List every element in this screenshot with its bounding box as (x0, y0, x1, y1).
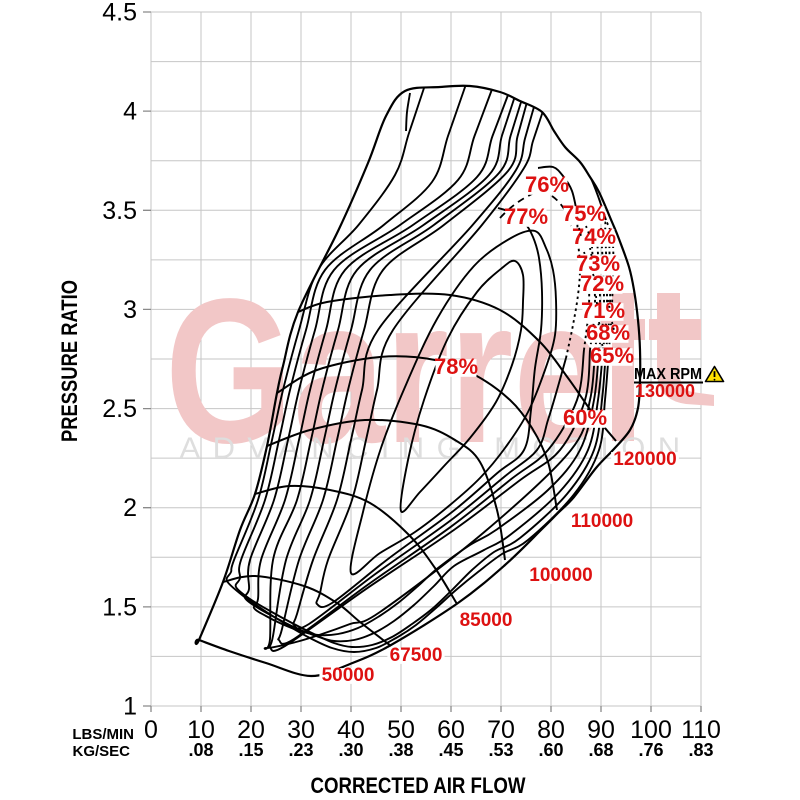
svg-text:67500: 67500 (390, 645, 443, 666)
svg-text:78%: 78% (434, 354, 478, 379)
svg-text:130000: 130000 (635, 381, 695, 401)
svg-text:4: 4 (123, 98, 137, 126)
svg-text:.68: .68 (588, 740, 613, 760)
svg-text:.30: .30 (338, 740, 363, 760)
svg-text:100000: 100000 (529, 565, 592, 586)
svg-text:1.5: 1.5 (102, 593, 137, 621)
svg-text:73%: 73% (576, 251, 620, 276)
svg-text:.45: .45 (438, 740, 463, 760)
svg-text:CORRECTED AIR FLOW: CORRECTED AIR FLOW (311, 773, 526, 798)
svg-text:KG/SEC: KG/SEC (72, 743, 130, 760)
svg-text:72%: 72% (580, 271, 624, 296)
svg-text:.23: .23 (288, 740, 313, 760)
svg-text:3: 3 (123, 296, 137, 324)
svg-text:70: 70 (487, 716, 515, 744)
svg-text:100: 100 (630, 716, 672, 744)
svg-text:.15: .15 (238, 740, 263, 760)
svg-text:.38: .38 (388, 740, 413, 760)
svg-text:2.5: 2.5 (102, 395, 137, 423)
svg-text:120000: 120000 (613, 449, 676, 470)
svg-text:.53: .53 (488, 740, 513, 760)
svg-text:85000: 85000 (460, 610, 513, 631)
svg-text:LBS/MIN: LBS/MIN (72, 726, 134, 743)
svg-text:50000: 50000 (322, 665, 375, 686)
svg-text:30: 30 (287, 716, 315, 744)
svg-text:40: 40 (337, 716, 365, 744)
svg-text:65%: 65% (590, 343, 634, 368)
svg-text:20: 20 (237, 716, 265, 744)
svg-text:60%: 60% (563, 405, 607, 430)
svg-text:.08: .08 (188, 740, 213, 760)
svg-text:60: 60 (437, 716, 465, 744)
svg-text:1: 1 (123, 693, 137, 721)
svg-text:76%: 76% (525, 172, 569, 197)
svg-text:68%: 68% (586, 320, 630, 345)
svg-text:.60: .60 (538, 740, 563, 760)
svg-text:50: 50 (387, 716, 415, 744)
svg-text:3.5: 3.5 (102, 197, 137, 225)
svg-text:MAX RPM: MAX RPM (634, 366, 702, 383)
svg-text:90: 90 (587, 716, 615, 744)
svg-text:0: 0 (144, 716, 158, 744)
svg-text:80: 80 (537, 716, 565, 744)
svg-text:110: 110 (681, 716, 721, 744)
svg-text:77%: 77% (504, 204, 548, 229)
svg-text:PRESSURE RATIO: PRESSURE RATIO (57, 280, 82, 442)
svg-text:4.5: 4.5 (102, 0, 137, 27)
svg-text:71%: 71% (581, 298, 625, 323)
svg-text:10: 10 (187, 716, 215, 744)
svg-text:74%: 74% (572, 224, 616, 249)
svg-text:2: 2 (123, 494, 137, 522)
svg-text:75%: 75% (562, 201, 606, 226)
svg-text:110000: 110000 (571, 511, 633, 532)
svg-text:.76: .76 (638, 740, 663, 760)
svg-text:.83: .83 (688, 740, 713, 760)
